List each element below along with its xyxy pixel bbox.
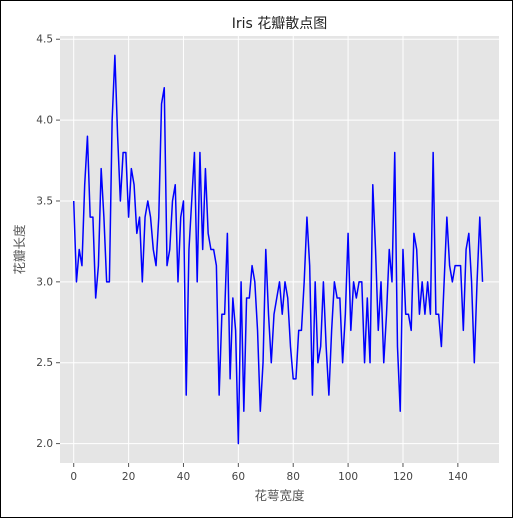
plot-background <box>60 36 499 463</box>
chart-title: Iris 花瓣散点图 <box>232 16 328 32</box>
y-tick-label: 3.5 <box>36 195 53 207</box>
y-axis-label: 花瓣长度 <box>12 224 27 275</box>
x-tick-label: 80 <box>287 471 300 483</box>
y-tick-label: 2.0 <box>36 438 53 450</box>
x-tick-label: 20 <box>122 471 135 483</box>
y-tick-label: 4.0 <box>36 115 53 127</box>
series-line <box>72 54 484 445</box>
x-tick-label: 40 <box>177 471 190 483</box>
y-tick-label: 2.5 <box>36 357 53 369</box>
y-tick-label: 4.5 <box>36 34 53 46</box>
y-tick-label: 3.0 <box>36 276 53 288</box>
x-tick-label: 120 <box>393 471 413 483</box>
x-tick-label: 60 <box>232 471 245 483</box>
x-tick-label: 100 <box>338 471 358 483</box>
x-tick-label: 0 <box>70 471 77 483</box>
x-axis-label: 花萼宽度 <box>254 488 305 503</box>
axis-ticks: 2.0 2.5 3.0 3.5 4.0 4.5 0 20 40 60 80 100 120 140 <box>36 34 468 483</box>
x-tick-label: 140 <box>448 471 468 483</box>
